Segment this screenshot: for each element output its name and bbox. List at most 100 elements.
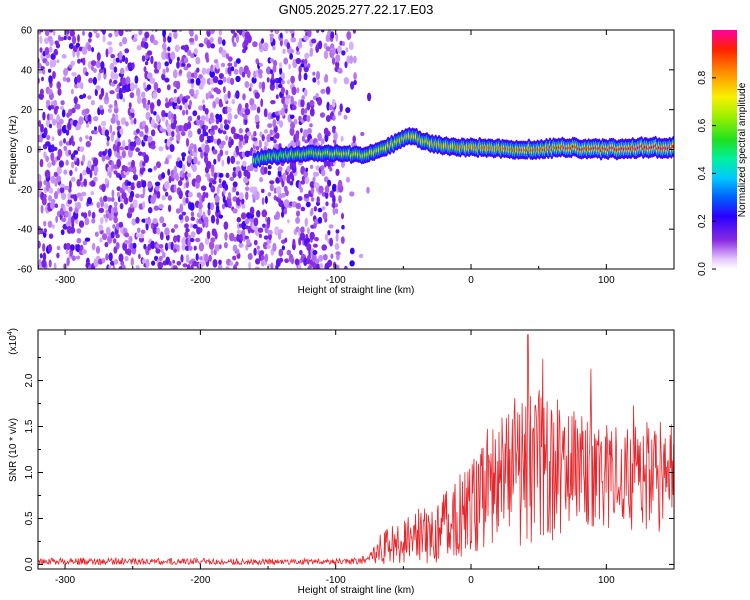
spectrogram-noise-cell [90,100,95,106]
spectrogram-noise-cell [132,199,138,209]
spectrogram-noise-cell [70,60,76,66]
spectrogram-noise-cell [53,48,58,54]
spectrogram-noise-cell [87,44,92,52]
spectrogram-noise-cell [39,35,43,44]
spectrogram-noise-cell [46,113,51,121]
spectrogram-noise-cell [267,170,271,176]
spectrogram-noise-cell [38,173,42,182]
spectrogram-noise-cell [144,124,149,134]
spectrogram-noise-cell [156,114,160,123]
spectrogram-noise-cell [153,82,159,91]
spectrogram-noise-cell [289,181,294,186]
spectrogram-noise-cell [303,88,308,97]
spectrogram-noise-cell [127,62,133,70]
spectrogram-noise-cell [195,89,199,96]
spectrogram-noise-cell [124,165,129,173]
spectrogram-noise-cell [238,128,243,134]
spectrogram-noise-cell [263,42,269,50]
spectrogram-noise-cell [50,201,56,210]
spectrogram-noise-cell [295,50,301,55]
snr-series-line [38,334,674,566]
spectrogram-noise-cell [48,259,52,268]
spectrogram-noise-cell [92,68,97,73]
spectrogram-noise-cell [213,125,219,130]
spectrogram-noise-cell [296,210,300,217]
spectrogram-noise-cell [264,141,269,147]
spectrogram-noise-cell [230,138,234,146]
spectrogram-noise-cell [61,109,66,118]
spectrogram-noise-cell [353,79,357,86]
spectrogram-noise-cell [253,247,257,256]
spectrogram-noise-cell [50,59,57,65]
spectrogram-noise-cell [108,33,113,38]
spectrogram-noise-cell [162,222,167,228]
spectrogram-noise-cell [95,60,101,69]
spectrogram-noise-cell [230,66,235,72]
spectrogram-noise-cell [61,217,67,223]
spectrogram-noise-cell [132,37,138,42]
spectrogram-noise-cell [161,128,167,133]
spectrogram-noise-cell [312,176,316,183]
spectrogram-noise-cell [335,54,341,63]
spectrogram-noise-cell [143,81,147,90]
spectrogram-noise-cell [127,148,133,158]
spectrogram-noise-cell [105,253,109,261]
spectrogram-noise-cell [68,211,72,219]
spectrogram-noise-cell [166,123,172,133]
spectrogram-noise-cell [64,210,70,218]
spectrogram-noise-cell [240,212,247,220]
chart-title: GN05.2025.277.22.17.E03 [279,2,434,17]
spectrogram-noise-cell [252,137,258,142]
spectrogram-noise-cell [287,79,290,85]
spectrogram-noise-cell [186,63,192,68]
spectrogram-noise-cell [151,140,156,146]
spectrogram-noise-cell [173,113,177,122]
spectrogram-noise-cell [101,183,106,193]
spectrogram-noise-cell [195,253,199,261]
spectrogram-noise-cell [76,48,80,58]
spectrogram-noise-cell [104,177,109,185]
spectrogram-noise-cell [83,178,88,187]
spectrogram-noise-cell [162,30,166,38]
spectrogram-noise-cell [244,108,251,116]
spectrogram-noise-cell [274,30,280,35]
spectrogram-noise-cell [279,120,284,128]
spectrogram-noise-cell [305,167,309,172]
spectrogram-noise-cell [91,47,94,53]
spectrogram-noise-cell [184,231,189,238]
spectrogram-noise-cell [164,181,170,190]
spectrogram-noise-cell [85,135,89,140]
spectrogram-noise-cell [254,266,260,269]
spectrogram-noise-cell [278,248,284,257]
spectrogram-noise-cell [315,30,320,34]
spectrogram-noise-cell [309,231,315,240]
spectrogram-noise-cell [312,71,316,76]
spectrogram-noise-cell [224,231,228,241]
spectrogram-noise-cell [114,99,118,106]
spectrogram-noise-cell [110,117,116,124]
spectrogram-noise-cell [129,92,135,99]
spectrogram-noise-cell [224,183,229,191]
spectrogram-noise-cell [252,41,258,48]
spectrogram-noise-cell [164,61,169,67]
spectrogram-noise-cell [95,32,100,39]
spectrogram-noise-cell [269,69,273,74]
spectrogram-noise-cell [292,37,297,43]
spectrogram-noise-cell [273,25,278,29]
spectrogram-noise-cell [67,198,73,205]
spectrogram-noise-cell [229,261,234,266]
spectrogram-noise-cell [193,156,198,165]
spectrogram-noise-cell [277,232,282,240]
spectrogram-noise-cell [294,258,300,266]
spectrogram-noise-cell [189,202,195,211]
spectrogram-noise-cell [141,120,146,127]
spectrogram-noise-cell [199,256,204,261]
spectrogram-noise-cell [113,216,118,224]
spectrogram-noise-cell [143,42,149,49]
spectrogram-noise-cell [293,118,298,125]
spectrogram-noise-cell [288,253,294,263]
spectrogram-noise-cell [218,178,222,184]
spectrogram-noise-cell [303,129,308,138]
spectrogram-noise-cell [172,265,178,269]
spectrogram-noise-cell [327,179,332,187]
